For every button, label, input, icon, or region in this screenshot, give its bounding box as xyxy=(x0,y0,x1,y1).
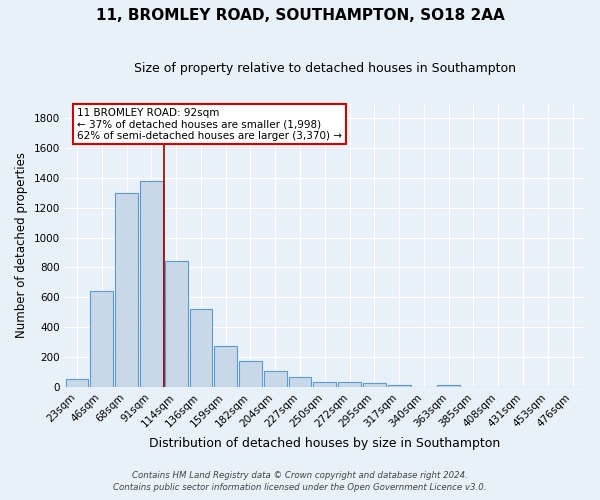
Bar xyxy=(214,346,237,387)
Y-axis label: Number of detached properties: Number of detached properties xyxy=(15,152,28,338)
Bar xyxy=(115,192,138,387)
Bar xyxy=(91,290,113,387)
X-axis label: Distribution of detached houses by size in Southampton: Distribution of detached houses by size … xyxy=(149,437,500,450)
Text: 11, BROMLEY ROAD, SOUTHAMPTON, SO18 2AA: 11, BROMLEY ROAD, SOUTHAMPTON, SO18 2AA xyxy=(95,8,505,22)
Bar xyxy=(363,383,386,387)
Text: Contains HM Land Registry data © Crown copyright and database right 2024.
Contai: Contains HM Land Registry data © Crown c… xyxy=(113,471,487,492)
Bar xyxy=(313,382,336,387)
Bar xyxy=(289,377,311,387)
Bar xyxy=(264,372,287,387)
Bar xyxy=(140,182,163,387)
Bar xyxy=(165,260,188,387)
Bar xyxy=(338,382,361,387)
Bar xyxy=(190,308,212,387)
Bar xyxy=(65,378,88,387)
Bar xyxy=(239,361,262,387)
Title: Size of property relative to detached houses in Southampton: Size of property relative to detached ho… xyxy=(134,62,516,76)
Bar xyxy=(388,384,410,387)
Text: 11 BROMLEY ROAD: 92sqm
← 37% of detached houses are smaller (1,998)
62% of semi-: 11 BROMLEY ROAD: 92sqm ← 37% of detached… xyxy=(77,108,342,140)
Bar xyxy=(437,386,460,387)
